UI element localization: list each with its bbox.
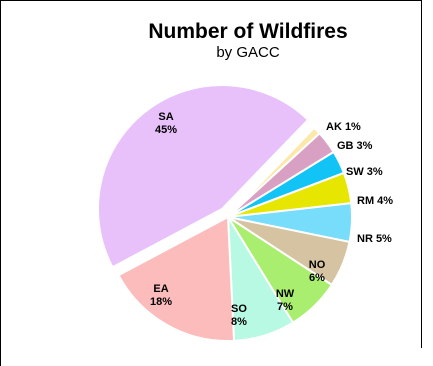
chart-subtitle: by GACC [216, 44, 280, 61]
slice-label-name-no: NO [309, 259, 326, 271]
slice-label-value-nw: 7% [277, 301, 293, 313]
slice-label-name-sa: SA [158, 111, 173, 123]
slice-label-nr: NR 5% [357, 233, 392, 245]
slice-label-name-ea: EA [153, 283, 168, 295]
slice-label-value-ea: 18% [150, 296, 172, 308]
slice-label-sw: SW 3% [346, 166, 383, 178]
slice-label-value-sa: 45% [155, 124, 177, 136]
pie-slices [97, 84, 353, 342]
slice-label-ak: AK 1% [326, 121, 361, 133]
slice-label-value-so: 8% [231, 316, 247, 328]
chart-title: Number of Wildfires [148, 20, 347, 43]
slice-label-name-so: SO [231, 303, 247, 315]
slice-label-rm: RM 4% [357, 195, 393, 207]
slice-label-name-nw: NW [276, 288, 295, 300]
slice-label-value-no: 6% [309, 272, 325, 284]
pie-slice-ea [117, 215, 236, 342]
slice-label-gb: GB 3% [337, 140, 373, 152]
pie-slice-sa [97, 84, 310, 269]
